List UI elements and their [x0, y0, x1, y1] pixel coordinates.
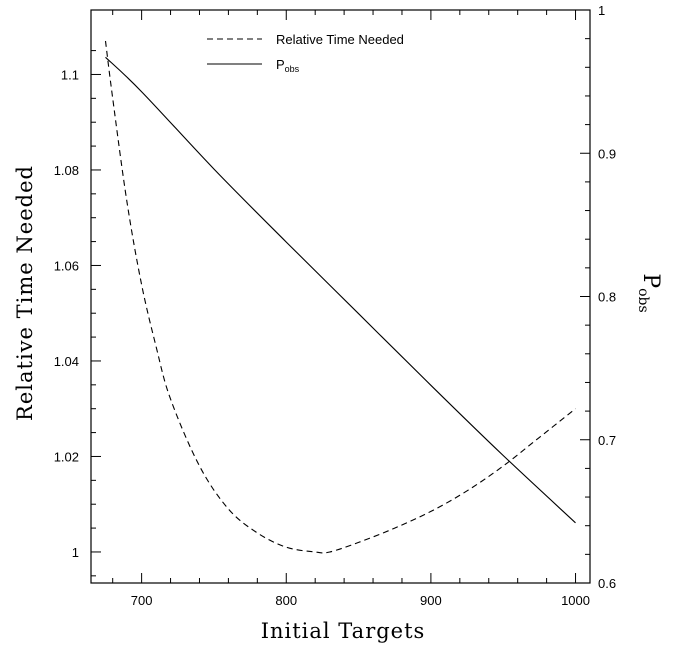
y-right-tick-label: 0.8 — [598, 290, 616, 305]
y-right-tick-label: 0.6 — [598, 576, 616, 591]
y-left-tick-label: 1.1 — [61, 67, 79, 82]
y-right-tick-label: 0.9 — [598, 146, 616, 161]
y-right-tick-label: 0.7 — [598, 433, 616, 448]
y-right-tick-label: 1 — [598, 3, 605, 18]
legend-label-relative-time: Relative Time Needed — [276, 32, 404, 47]
y-axis-right-title: Pobs — [635, 273, 663, 312]
x-axis-title: Initial Targets — [261, 619, 426, 643]
legend: Relative Time Needed Pobs — [207, 32, 404, 74]
x-tick-label: 700 — [131, 593, 153, 608]
y-left-tick-label: 1.02 — [54, 449, 79, 464]
legend-label-pobs: Pobs — [276, 57, 300, 74]
y-axis-right-title-main: P — [638, 273, 663, 288]
series-pobs-line — [105, 56, 576, 524]
y-left-tick-label: 1 — [72, 545, 79, 560]
tick-marks — [91, 9, 590, 584]
y-left-tick-label: 1.04 — [54, 354, 79, 369]
tick-labels: 700 800 900 1000 1 1.02 1.04 1.06 1.08 1.1 0.6 0.7 0… — [54, 3, 616, 608]
x-tick-label: 900 — [420, 593, 442, 608]
y-left-tick-label: 1.06 — [54, 258, 79, 273]
x-tick-label: 800 — [275, 593, 297, 608]
legend-label-pobs-main: P — [276, 57, 285, 72]
y-axis-right-title-sub: obs — [635, 288, 651, 313]
x-tick-label: 1000 — [561, 593, 590, 608]
series-lines — [104, 40, 576, 554]
y-left-tick-label: 1.08 — [54, 163, 79, 178]
legend-label-pobs-sub: obs — [285, 64, 300, 74]
series-relative-time-line — [104, 40, 576, 554]
y-axis-left-title: Relative Time Needed — [13, 165, 37, 421]
